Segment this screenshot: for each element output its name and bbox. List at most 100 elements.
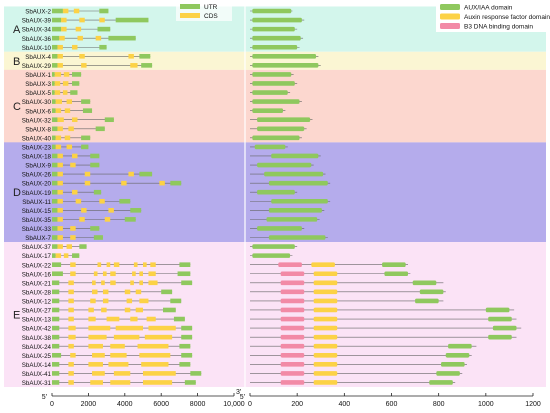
cds-block (124, 289, 131, 295)
utr-block (99, 44, 107, 50)
protein-row (250, 334, 517, 340)
cds-block (148, 271, 156, 277)
gene-name-label: SbAUX-42 (22, 326, 52, 333)
cds-block (79, 217, 85, 222)
cds-block (68, 316, 74, 322)
group-e-label-strip (4, 242, 27, 387)
auxin-response-factor-domain-block (313, 298, 338, 304)
cds-block (57, 189, 63, 195)
gene-row: SbAUX-30 (22, 99, 91, 106)
cds-block (159, 180, 165, 186)
gene-name-label: SbAUX-13 (22, 317, 52, 324)
utr-block (82, 108, 93, 113)
auxin-response-factor-domain-block (311, 262, 335, 267)
b3-domain-block (280, 307, 305, 313)
aux-iaa-domain-block (485, 307, 510, 313)
cds-block (57, 44, 63, 50)
gene-name-label: SbAUX-28 (22, 289, 52, 296)
cds-block (68, 362, 74, 367)
gene-name-label: SbAUX-2 (25, 9, 51, 16)
domain-legend-swatch (440, 13, 460, 20)
cds-block (139, 280, 143, 286)
aux-iaa-domain-block (448, 343, 472, 349)
utr-block (72, 81, 80, 86)
auxin-response-factor-domain-block (313, 362, 338, 367)
protein-row (250, 362, 467, 367)
protein-domain-panel (250, 8, 522, 385)
utr-block (52, 17, 62, 23)
cds-block (70, 262, 76, 267)
cds-block (90, 298, 96, 304)
cds-block (84, 171, 91, 177)
protein-row (250, 289, 446, 295)
gene-name-label: SbAUX-24 (22, 344, 52, 351)
auxin-response-factor-domain-block (313, 352, 338, 358)
domain-legend-label: AUX/IAA domain (464, 5, 513, 12)
protein-row (250, 235, 328, 240)
protein-axis-tick-label: 1200 (525, 401, 541, 408)
utr-block (52, 362, 60, 367)
group-d-label-strip (4, 142, 27, 243)
gene-name-label: SbAUX-26 (22, 172, 52, 179)
gene-axis-tick-label: 0 (50, 401, 54, 408)
gene-name-label: SbAUX-16 (22, 271, 52, 278)
cds-block (110, 280, 116, 286)
utr-block (181, 334, 193, 340)
protein-row (250, 171, 326, 177)
cds-block (68, 307, 74, 313)
cds-block (64, 108, 71, 113)
cds-block (68, 126, 74, 132)
utr-block (52, 26, 62, 32)
cds-block (144, 334, 173, 340)
b3-domain-block (280, 280, 305, 286)
cds-block (72, 44, 78, 50)
gene-name-label: SbAUX-39 (22, 18, 52, 25)
cds-block (68, 325, 76, 331)
cds-block (68, 289, 74, 295)
protein-row (250, 271, 411, 277)
gene-row: SbAUX-15 (22, 208, 142, 215)
gene-name-label: SbAUX-31 (22, 380, 52, 387)
gene-name-label: SbAUX-36 (22, 36, 52, 43)
protein-axis-tick-label: 400 (338, 401, 350, 408)
gene-row: SbAUX-1 (25, 72, 82, 79)
domain-legend-label: B3 DNA binding domain (464, 24, 533, 31)
group-a-label: A (13, 24, 21, 36)
utr-block (52, 289, 60, 295)
protein-row (250, 144, 288, 150)
gene-row: SbAUX-17 (22, 253, 80, 260)
utr-block (52, 253, 56, 258)
gene-name-label: SbAUX-19 (22, 190, 52, 197)
cds-block (57, 226, 63, 231)
gene-row: SbAUX-20 (22, 180, 182, 188)
aux-iaa-domain-block (257, 162, 312, 168)
utr-block (52, 153, 58, 159)
utr-block (52, 352, 62, 358)
cds-block (130, 316, 138, 322)
protein-row (250, 307, 515, 313)
b3-domain-block (280, 325, 305, 331)
gene-row: SbAUX-3 (25, 81, 80, 88)
aux-iaa-domain-block (429, 380, 453, 385)
gene-name-label: SbAUX-11 (22, 199, 51, 206)
b3-domain-block (280, 371, 305, 376)
utr-block (52, 271, 63, 277)
gene-name-label: SbAUX-4 (25, 54, 51, 61)
cds-block (113, 371, 131, 376)
gene-name-label: SbAUX-33 (22, 226, 52, 233)
cds-block (81, 63, 87, 68)
aux-iaa-domain-block (271, 198, 328, 204)
cds-block (57, 171, 63, 177)
cds-block (102, 298, 109, 304)
cds-block (54, 72, 62, 77)
group-bands (4, 5, 546, 388)
protein-length-axis: 0 200 400 600 800 1000 1200 5' (240, 393, 541, 408)
cds-block (143, 371, 176, 376)
utr-block (52, 226, 58, 231)
aux-iaa-domain-block (488, 334, 512, 340)
cds-block (55, 99, 63, 104)
aux-iaa-domain-block (445, 352, 470, 358)
gene-name-label: SbAUX-17 (22, 253, 52, 260)
gene-name-label: SbAUX-9 (25, 163, 51, 170)
cds-block (88, 343, 103, 349)
